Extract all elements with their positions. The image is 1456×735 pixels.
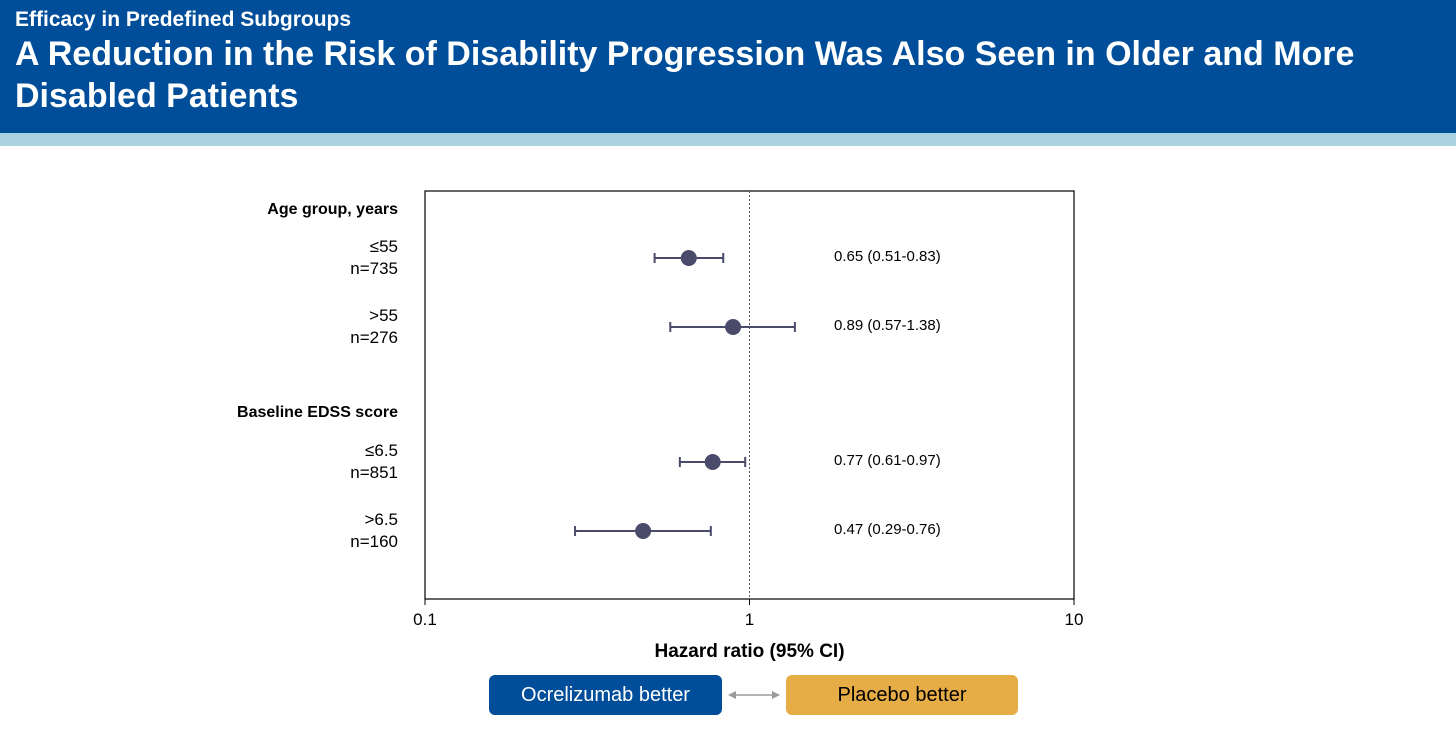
subgroup-label: >6.5 (364, 510, 398, 529)
hazard-ratio-point (725, 319, 742, 335)
x-tick-label: 1 (745, 610, 754, 629)
subgroup-n: n=276 (350, 328, 398, 347)
group-heading: Age group, years (267, 201, 398, 218)
hazard-ratio-value: 0.65 (0.51-0.83) (834, 248, 941, 265)
x-tick-label: 0.1 (413, 610, 437, 629)
placebo-better-label: Placebo better (786, 675, 1018, 715)
subgroup-n: n=851 (350, 463, 398, 482)
subgroup-label: >55 (369, 306, 398, 325)
hazard-ratio-point (680, 250, 697, 266)
hazard-ratio-value: 0.47 (0.29-0.76) (834, 521, 941, 538)
double-arrow-icon (728, 691, 780, 699)
ocrelizumab-better-label: Ocrelizumab better (489, 675, 722, 715)
subgroup-label: ≤6.5 (365, 441, 398, 460)
hazard-ratio-point (635, 523, 652, 539)
x-tick-label: 10 (1065, 610, 1084, 629)
subgroup-n: n=735 (350, 259, 398, 278)
hazard-ratio-point (704, 454, 721, 470)
subgroup-label: ≤55 (370, 237, 398, 256)
title-banner: Efficacy in Predefined Subgroups A Reduc… (0, 0, 1456, 133)
hazard-ratio-value: 0.89 (0.57-1.38) (834, 317, 941, 334)
x-axis-label: Hazard ratio (95% CI) (654, 641, 844, 662)
accent-band (0, 133, 1456, 146)
slide-subtitle: Efficacy in Predefined Subgroups (15, 8, 352, 31)
hazard-ratio-value: 0.77 (0.61-0.97) (834, 452, 941, 469)
subgroup-n: n=160 (350, 532, 398, 551)
slide-title: A Reduction in the Risk of Disability Pr… (15, 35, 1355, 115)
group-heading: Baseline EDSS score (237, 404, 398, 421)
